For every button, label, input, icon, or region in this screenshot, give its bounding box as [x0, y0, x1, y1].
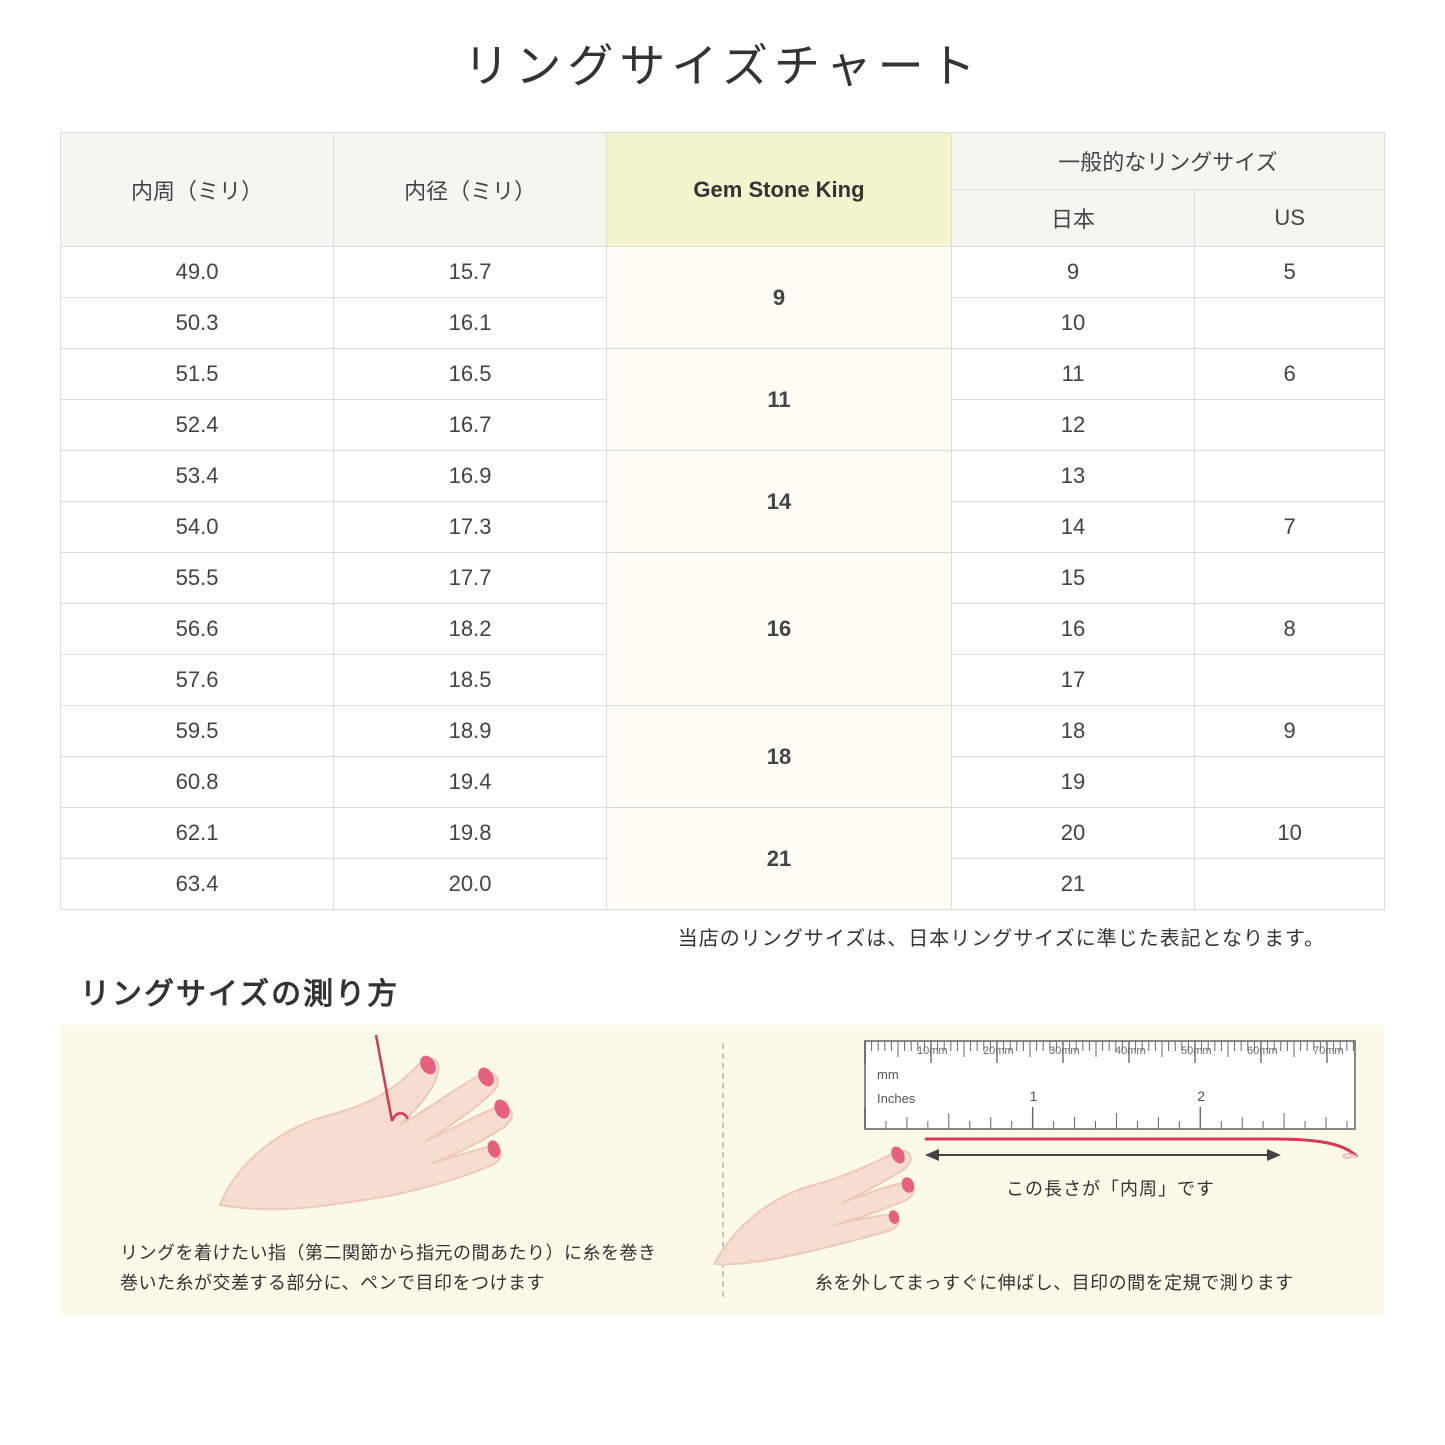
footnote-text: 当店のリングサイズは、日本リングサイズに準じた表記となります。 — [60, 922, 1385, 951]
svg-text:2: 2 — [1197, 1088, 1205, 1104]
table-row: 55.517.71615 — [61, 553, 1385, 604]
cell-japan-size: 16 — [951, 604, 1194, 655]
cell-us-size — [1195, 400, 1385, 451]
cell-diameter: 17.3 — [334, 502, 607, 553]
cell-us-size: 9 — [1195, 706, 1385, 757]
length-label: この長さが「内周」です — [1006, 1175, 1215, 1201]
ruler-mm-marks: 10mm20mm30mm40mm50mm60mm70mm — [805, 1031, 1365, 1051]
th-diameter: 内径（ミリ） — [334, 133, 607, 247]
ruler-inches-label: Inches — [877, 1091, 916, 1106]
table-row: 62.119.8212010 — [61, 808, 1385, 859]
cell-us-size — [1195, 655, 1385, 706]
cell-circumference: 54.0 — [61, 502, 334, 553]
ruler-mm-mark: 40mm — [1115, 1045, 1146, 1057]
th-general-sizes: 一般的なリングサイズ — [951, 133, 1384, 190]
cell-us-size — [1195, 757, 1385, 808]
step1-line1: リングを着けたい指（第二関節から指元の間あたり）に糸を巻き — [120, 1243, 657, 1263]
cell-diameter: 18.5 — [334, 655, 607, 706]
cell-japan-size: 13 — [951, 451, 1194, 502]
cell-diameter: 19.8 — [334, 808, 607, 859]
cell-us-size: 8 — [1195, 604, 1385, 655]
table-row: 53.416.91413 — [61, 451, 1385, 502]
cell-diameter: 18.9 — [334, 706, 607, 757]
cell-diameter: 16.5 — [334, 349, 607, 400]
th-japan: 日本 — [951, 190, 1194, 247]
cell-diameter: 16.9 — [334, 451, 607, 502]
table-body: 49.015.799550.316.11051.516.51111652.416… — [61, 247, 1385, 910]
cell-us-size: 10 — [1195, 808, 1385, 859]
cell-circumference: 56.6 — [61, 604, 334, 655]
cell-gsk-size: 18 — [607, 706, 952, 808]
ruler-mm-mark: 50mm — [1181, 1045, 1212, 1057]
ruler-mm-mark: 20mm — [983, 1045, 1014, 1057]
cell-circumference: 59.5 — [61, 706, 334, 757]
ruler-mm-mark: 70mm — [1313, 1045, 1344, 1057]
cell-japan-size: 11 — [951, 349, 1194, 400]
cell-circumference: 50.3 — [61, 298, 334, 349]
cell-japan-size: 19 — [951, 757, 1194, 808]
cell-diameter: 18.2 — [334, 604, 607, 655]
table-row: 49.015.7995 — [61, 247, 1385, 298]
cell-japan-size: 20 — [951, 808, 1194, 859]
step2-caption: 糸を外してまっすぐに伸ばし、目印の間を定規で測ります — [754, 1268, 1356, 1299]
cell-diameter: 17.7 — [334, 553, 607, 604]
cell-japan-size: 18 — [951, 706, 1194, 757]
cell-circumference: 57.6 — [61, 655, 334, 706]
cell-diameter: 15.7 — [334, 247, 607, 298]
ruler-mm-label: mm — [877, 1067, 899, 1082]
cell-us-size — [1195, 859, 1385, 910]
cell-gsk-size: 11 — [607, 349, 952, 451]
cell-diameter: 16.1 — [334, 298, 607, 349]
page-title: リングサイズチャート — [60, 30, 1385, 96]
table-row: 59.518.918189 — [61, 706, 1385, 757]
ruler-mm-mark: 10mm — [917, 1045, 948, 1057]
cell-us-size — [1195, 298, 1385, 349]
cell-diameter: 19.4 — [334, 757, 607, 808]
cell-gsk-size: 21 — [607, 808, 952, 910]
cell-us-size: 7 — [1195, 502, 1385, 553]
cell-japan-size: 14 — [951, 502, 1194, 553]
cell-japan-size: 17 — [951, 655, 1194, 706]
cell-diameter: 20.0 — [334, 859, 607, 910]
cell-japan-size: 21 — [951, 859, 1194, 910]
th-us: US — [1195, 190, 1385, 247]
cell-gsk-size: 9 — [607, 247, 952, 349]
cell-circumference: 49.0 — [61, 247, 334, 298]
cell-japan-size: 9 — [951, 247, 1194, 298]
cell-us-size — [1195, 451, 1385, 502]
measurement-guide: リングを着けたい指（第二関節から指元の間あたり）に糸を巻き 巻いた糸が交差する部… — [60, 1025, 1385, 1315]
cell-us-size: 6 — [1195, 349, 1385, 400]
ruler-mm-mark: 30mm — [1049, 1045, 1080, 1057]
cell-circumference: 60.8 — [61, 757, 334, 808]
guide-step-1: リングを着けたい指（第二関節から指元の間あたり）に糸を巻き 巻いた糸が交差する部… — [60, 1025, 722, 1315]
cell-circumference: 55.5 — [61, 553, 334, 604]
th-circumference: 内周（ミリ） — [61, 133, 334, 247]
guide-step-2: mm Inches 12 10mm20mm30mm40mm50mm60mm70m… — [724, 1025, 1386, 1315]
svg-text:1: 1 — [1030, 1088, 1038, 1104]
cell-circumference: 62.1 — [61, 808, 334, 859]
cell-japan-size: 15 — [951, 553, 1194, 604]
hand-holding-thread-icon — [714, 1115, 924, 1265]
cell-circumference: 51.5 — [61, 349, 334, 400]
th-gem-stone-king: Gem Stone King — [607, 133, 952, 247]
cell-circumference: 63.4 — [61, 859, 334, 910]
cell-japan-size: 12 — [951, 400, 1194, 451]
ruler-mm-mark: 60mm — [1247, 1045, 1278, 1057]
hand-with-thread-icon — [160, 1015, 580, 1235]
guide-subtitle: リングサイズの測り方 — [80, 969, 1385, 1013]
cell-circumference: 53.4 — [61, 451, 334, 502]
cell-us-size: 5 — [1195, 247, 1385, 298]
step1-line2: 巻いた糸が交差する部分に、ペンで目印をつけます — [120, 1273, 545, 1293]
cell-diameter: 16.7 — [334, 400, 607, 451]
cell-circumference: 52.4 — [61, 400, 334, 451]
size-chart-table: 内周（ミリ） 内径（ミリ） Gem Stone King 一般的なリングサイズ … — [60, 132, 1385, 910]
cell-gsk-size: 14 — [607, 451, 952, 553]
cell-us-size — [1195, 553, 1385, 604]
step1-caption: リングを着けたい指（第二関節から指元の間あたり）に糸を巻き 巻いた糸が交差する部… — [120, 1238, 692, 1299]
table-row: 51.516.511116 — [61, 349, 1385, 400]
cell-gsk-size: 16 — [607, 553, 952, 706]
cell-japan-size: 10 — [951, 298, 1194, 349]
